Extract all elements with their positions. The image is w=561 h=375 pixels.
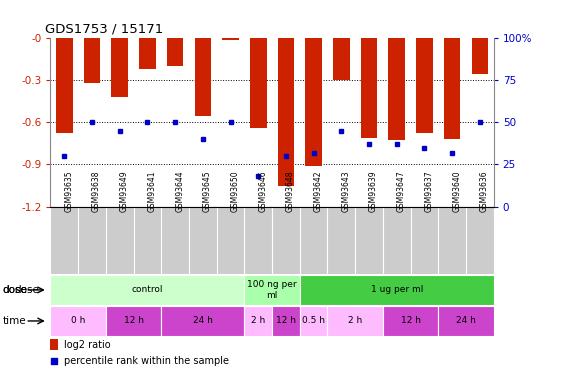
Bar: [106, 306, 162, 336]
Text: GSM93639: GSM93639: [369, 171, 378, 212]
Text: time: time: [3, 316, 26, 326]
Text: control: control: [132, 285, 163, 294]
Text: 24 h: 24 h: [193, 316, 213, 326]
Bar: [50, 339, 58, 350]
Text: GDS1753 / 15171: GDS1753 / 15171: [45, 22, 163, 36]
Bar: [222, 38, 239, 40]
Text: 12 h: 12 h: [401, 316, 421, 326]
Text: dose: dose: [14, 285, 39, 295]
Text: GSM93645: GSM93645: [203, 171, 212, 212]
Bar: [272, 306, 300, 336]
Text: log2 ratio: log2 ratio: [64, 339, 111, 350]
Bar: [361, 38, 378, 138]
Text: GSM93646: GSM93646: [258, 171, 267, 212]
Text: GSM93636: GSM93636: [480, 171, 489, 212]
Text: GSM93649: GSM93649: [119, 171, 128, 212]
Bar: [56, 38, 72, 134]
Text: GSM93644: GSM93644: [175, 171, 184, 212]
Bar: [438, 306, 494, 336]
Bar: [245, 275, 300, 305]
Bar: [250, 38, 266, 128]
Bar: [245, 306, 272, 336]
Bar: [195, 38, 211, 117]
Bar: [162, 306, 245, 336]
Bar: [416, 38, 433, 134]
Text: 12 h: 12 h: [123, 316, 144, 326]
Text: 1 ug per ml: 1 ug per ml: [371, 285, 423, 294]
Bar: [278, 38, 294, 186]
Bar: [167, 38, 183, 66]
Text: GSM93642: GSM93642: [314, 171, 323, 212]
Text: GSM93637: GSM93637: [425, 171, 434, 212]
Text: GSM93650: GSM93650: [231, 171, 240, 212]
Text: 2 h: 2 h: [251, 316, 265, 326]
Text: dose: dose: [3, 285, 27, 295]
Bar: [112, 38, 128, 97]
Bar: [300, 306, 328, 336]
Text: GSM93641: GSM93641: [148, 171, 157, 212]
Text: GSM93638: GSM93638: [92, 171, 101, 212]
Text: 0.5 h: 0.5 h: [302, 316, 325, 326]
Bar: [388, 38, 405, 141]
Text: 12 h: 12 h: [276, 316, 296, 326]
Bar: [444, 38, 461, 139]
Bar: [139, 38, 156, 69]
Bar: [471, 38, 488, 74]
Bar: [333, 38, 350, 80]
Text: GSM93648: GSM93648: [286, 171, 295, 212]
Bar: [50, 275, 245, 305]
Text: GSM93643: GSM93643: [341, 171, 350, 212]
Bar: [84, 38, 100, 82]
Bar: [50, 306, 106, 336]
Bar: [300, 275, 494, 305]
Text: GSM93640: GSM93640: [452, 171, 461, 212]
Text: GSM93635: GSM93635: [65, 171, 73, 212]
Text: 2 h: 2 h: [348, 316, 362, 326]
Bar: [328, 306, 383, 336]
Text: GSM93647: GSM93647: [397, 171, 406, 212]
Text: 100 ng per
ml: 100 ng per ml: [247, 280, 297, 300]
Text: 0 h: 0 h: [71, 316, 85, 326]
Text: 24 h: 24 h: [456, 316, 476, 326]
Text: dose: dose: [3, 285, 27, 295]
Bar: [383, 306, 438, 336]
Bar: [305, 38, 322, 166]
Text: percentile rank within the sample: percentile rank within the sample: [64, 356, 229, 366]
